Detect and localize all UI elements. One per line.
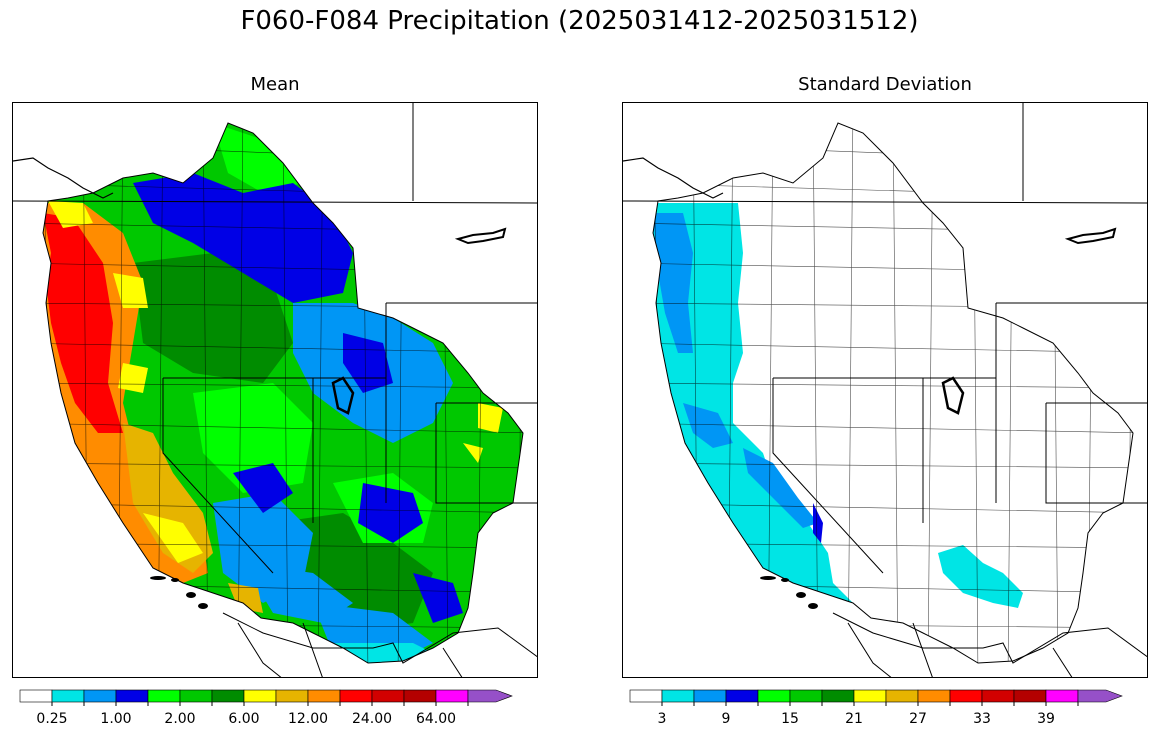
colorbar-tick-label: 21 <box>845 711 863 727</box>
colorbar-swatch <box>403 689 437 703</box>
colorbar-swatch <box>725 689 759 703</box>
colorbar-swatch <box>821 689 855 703</box>
colorbar-tick-label: 0.25 <box>36 711 67 727</box>
colorbar-mean: 0.25 1.00 2.00 6.00 12.00 24.00 64.00 <box>19 689 513 727</box>
colorbar-tick-label: 27 <box>909 711 927 727</box>
colorbar-stddev: 3 9 15 21 27 33 39 <box>629 689 1123 727</box>
colorbar-swatch <box>243 689 277 703</box>
colorbar-tick-label: 1.00 <box>100 711 131 727</box>
colorbar-tick-label: 6.00 <box>228 711 259 727</box>
map-stddev <box>622 102 1148 678</box>
colorbar-swatch <box>917 689 951 703</box>
colorbar-swatch <box>371 689 405 703</box>
colorbar-tick-label: 33 <box>973 711 991 727</box>
colorbar-swatch <box>693 689 727 703</box>
colorbar-tick-label: 12.00 <box>288 711 328 727</box>
colorbar-tick-label: 39 <box>1037 711 1055 727</box>
colorbar-swatch <box>211 689 245 703</box>
colorbar-swatch <box>885 689 919 703</box>
map-mean-svg <box>13 103 537 677</box>
colorbar-swatch <box>83 689 117 703</box>
colorbar-swatch <box>275 689 309 703</box>
colorbar-swatch <box>147 689 181 703</box>
colorbar-swatch <box>435 689 469 703</box>
colorbar-tick-label: 3 <box>658 711 667 727</box>
colorbar-swatch <box>467 689 513 703</box>
colorbar-swatch <box>307 689 341 703</box>
colorbar-swatch <box>115 689 149 703</box>
colorbar-tick-label: 64.00 <box>416 711 456 727</box>
panel-title-mean: Mean <box>250 74 300 95</box>
colorbar-swatch <box>789 689 823 703</box>
map-stddev-svg <box>623 103 1147 677</box>
colorbar-swatch <box>179 689 213 703</box>
colorbar-tick-label: 9 <box>722 711 731 727</box>
colorbar-swatch <box>1013 689 1047 703</box>
colorbar-swatch <box>853 689 887 703</box>
colorbar-tick-label: 15 <box>781 711 799 727</box>
colorbar-tick-label: 24.00 <box>352 711 392 727</box>
colorbar-swatch <box>949 689 983 703</box>
colorbar-swatch <box>51 689 85 703</box>
colorbar-swatch <box>339 689 373 703</box>
colorbar-swatch <box>661 689 695 703</box>
colorbar-swatch <box>981 689 1015 703</box>
figure-title: F060-F084 Precipitation (2025031412-2025… <box>240 6 919 36</box>
map-mean <box>12 102 538 678</box>
colorbar-tick-label: 2.00 <box>164 711 195 727</box>
colorbar-swatch <box>629 689 663 703</box>
colorbar-swatch <box>19 689 53 703</box>
colorbar-swatch <box>1077 689 1123 703</box>
colorbar-swatch <box>757 689 791 703</box>
colorbar-swatch <box>1045 689 1079 703</box>
panel-title-stddev: Standard Deviation <box>798 74 972 95</box>
